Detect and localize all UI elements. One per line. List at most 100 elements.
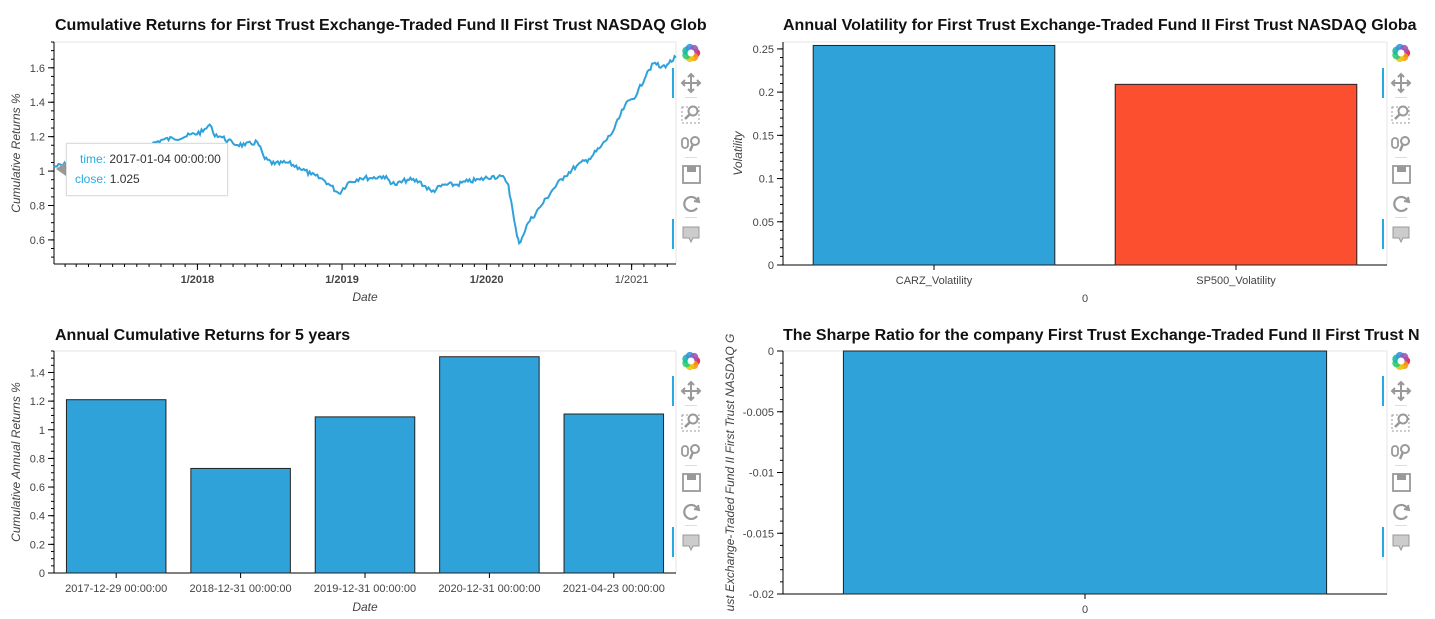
reset-tool[interactable] (1386, 189, 1416, 219)
y-tick-label: 1.4 (30, 367, 45, 379)
toolbar-separator (685, 525, 697, 526)
tooltip-time-value: 2017-01-04 00:00:00 (109, 152, 221, 166)
wheel-zoom-lens (1400, 444, 1410, 454)
wheel-zoom-tool[interactable] (676, 437, 706, 467)
box-zoom-icon (1391, 105, 1410, 124)
wheel-mouse (1391, 137, 1399, 149)
reset-icon (683, 503, 701, 521)
x-tick-label: 1/2019 (325, 274, 359, 286)
pan-icon (680, 380, 702, 402)
pan-tool[interactable] (1382, 68, 1416, 98)
save-shutter (687, 474, 696, 480)
hover-bubble (682, 226, 700, 244)
y-tick-label: 0.8 (30, 453, 45, 465)
bokeh-logo-link[interactable] (1386, 38, 1416, 68)
x-tick-label: 2019-12-31 00:00:00 (314, 583, 416, 595)
box-zoom-tool[interactable] (1386, 99, 1416, 129)
y-tick-label: 1 (39, 166, 45, 178)
save-tool[interactable] (1386, 159, 1416, 189)
wheel-zoom-tool[interactable] (1386, 129, 1416, 159)
wheel-mouse (681, 137, 689, 149)
x-axis-label: Date (352, 290, 378, 304)
save-tool[interactable] (676, 159, 706, 189)
hover-tool[interactable] (1382, 219, 1416, 249)
toolbar-separator (685, 217, 697, 218)
toolbar-separator (1395, 157, 1407, 158)
wheel-zoom-handle (1398, 451, 1405, 460)
x-tick-label: 2017-12-29 00:00:00 (65, 583, 167, 595)
box-zoom-handle (684, 113, 691, 120)
reset-arc (683, 503, 700, 521)
pan-tool[interactable] (672, 376, 706, 406)
x-tick-label: 2021-04-23 00:00:00 (563, 583, 665, 595)
hover-tool[interactable] (672, 527, 706, 557)
reset-tool[interactable] (1386, 497, 1416, 527)
hover-tool[interactable] (1382, 527, 1416, 557)
y-tick-label: 0.25 (753, 44, 774, 56)
reset-tool[interactable] (676, 189, 706, 219)
bokeh-logo-link[interactable] (1386, 346, 1416, 376)
box-zoom-lens (687, 413, 699, 425)
box-zoom-icon (681, 105, 700, 124)
x-tick-label: 1/2020 (470, 274, 504, 286)
reset-arc (1393, 195, 1410, 213)
cumulative-returns-chart[interactable]: 0.6 0.8 1 1.2 1.4 1.6 1/2018 1/2019 1/2020 1/2021… (0, 40, 680, 310)
x-tick-label: 0 (1082, 604, 1088, 616)
save-tool[interactable] (676, 467, 706, 497)
bar (439, 356, 540, 574)
hover-tool[interactable] (672, 219, 706, 249)
bar (812, 44, 1056, 266)
cumulative-returns-line (53, 54, 677, 246)
box-zoom-tool[interactable] (1386, 407, 1416, 437)
tooltip-time-label: time: (80, 152, 107, 166)
y-tick-label: 0.8 (30, 200, 45, 212)
save-shutter (687, 166, 696, 172)
pan-tool[interactable] (1382, 376, 1416, 406)
hover-tooltip: time: 2017-01-04 00:00:00 close: 1.025 (66, 143, 228, 196)
wheel-zoom-icon (681, 136, 700, 152)
y-tick-label: 1.6 (30, 63, 45, 75)
bokeh-logo-link[interactable] (676, 346, 706, 376)
y-tick-label: 0.15 (753, 130, 774, 142)
wheel-zoom-tool[interactable] (676, 129, 706, 159)
y-tick-label: 1.2 (30, 132, 45, 144)
sharpe-ratio-chart[interactable]: 0 -0.005 -0.01 -0.015 -0.02 0 ust Exchange-Tra… (720, 315, 1390, 619)
reset-arrow (693, 196, 701, 204)
reset-arrow (1403, 504, 1411, 512)
box-zoom-icon (1391, 413, 1410, 432)
pan-tool[interactable] (672, 68, 706, 98)
save-tool[interactable] (1386, 467, 1416, 497)
pan-glyph (680, 380, 702, 402)
annual-volatility-chart[interactable]: 0 0.05 0.1 0.15 0.2 0.25 CARZ_Volatility SP500_… (720, 40, 1390, 310)
y-tick-label: 0.2 (759, 87, 774, 99)
y-tick-label: -0.005 (743, 407, 774, 419)
reset-arrow (1403, 196, 1411, 204)
x-tick-label: SP500_Volatility (1196, 275, 1276, 287)
pan-icon (680, 72, 702, 94)
y-axis-label: Volatility (731, 130, 745, 175)
box-zoom-handle (1394, 421, 1401, 428)
pan-glyph (1390, 72, 1412, 94)
wheel-zoom-tool[interactable] (1386, 437, 1416, 467)
toolbar-separator (685, 465, 697, 466)
box-zoom-lens (1397, 105, 1409, 117)
box-zoom-tool[interactable] (676, 407, 706, 437)
hover-icon (682, 226, 700, 244)
y-tick-label: 1.4 (30, 97, 45, 109)
toolbar-separator (685, 157, 697, 158)
bokeh-logo-link[interactable] (676, 38, 706, 68)
hover-bubble (1392, 534, 1410, 552)
hover-icon (682, 534, 700, 552)
reset-arc (683, 195, 700, 213)
box-zoom-tool[interactable] (676, 99, 706, 129)
tooltip-close-value: 1.025 (109, 172, 140, 186)
annual-cumulative-returns-chart[interactable]: 0 0.2 0.4 0.6 0.8 1 1.2 1.4 2017-12-29 00:00:00 2… (0, 345, 680, 619)
wheel-zoom-lens (1400, 136, 1410, 146)
y-tick-label: -0.02 (749, 589, 774, 601)
box-zoom-icon (681, 413, 700, 432)
toolbar-separator (1395, 525, 1407, 526)
bokeh-logo-icon (1392, 351, 1411, 371)
y-tick-label: 0.05 (753, 217, 774, 229)
y-tick-label: 0.4 (30, 511, 45, 523)
reset-tool[interactable] (676, 497, 706, 527)
